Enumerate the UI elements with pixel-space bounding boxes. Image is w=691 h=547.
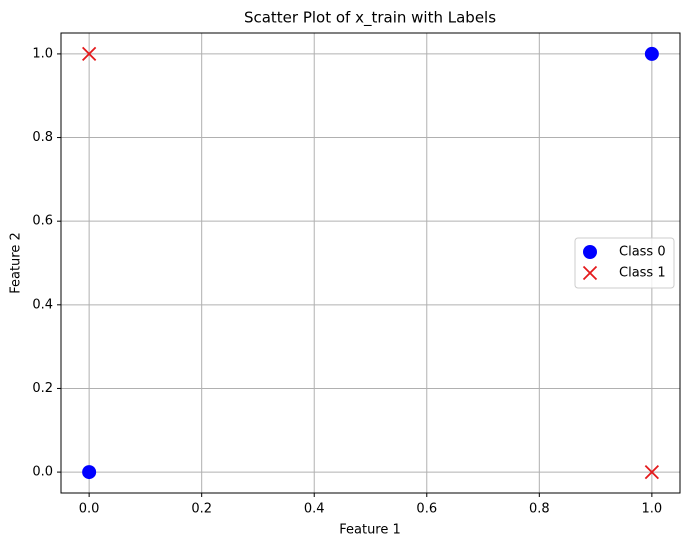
point	[82, 46, 97, 62]
x-tick-label: 0.4	[304, 502, 325, 517]
legend-label: Class 0	[619, 245, 666, 260]
legend-marker	[583, 245, 597, 259]
y-tick-label: 0.6	[32, 214, 53, 229]
y-tick-label: 0.2	[32, 381, 53, 396]
point	[644, 46, 659, 61]
legend: Class 0 Class 1	[574, 237, 675, 289]
plot-frame	[60, 32, 681, 494]
legend-marker	[582, 265, 598, 281]
x-tick-label: 1.0	[642, 502, 663, 517]
point	[644, 464, 660, 480]
chart-title: Scatter Plot of x_train with Labels	[244, 9, 496, 28]
y-tick-label: 0.4	[32, 297, 53, 312]
x-tick-label: 0.6	[416, 502, 437, 517]
legend-box	[574, 237, 675, 289]
x-tick-label: 0.2	[191, 502, 212, 517]
y-axis-label: Feature 2	[9, 232, 24, 294]
y-tick-label: 0.0	[32, 465, 53, 480]
y-tick-label: 0.8	[32, 130, 53, 145]
legend-label: Class 1	[619, 266, 666, 281]
x-tick-label: 0.8	[529, 502, 550, 517]
point	[82, 465, 97, 480]
y-tick-label: 1.0	[32, 46, 53, 61]
x-tick-label: 0.0	[79, 502, 100, 517]
x-axis-label: Feature 1	[339, 523, 401, 538]
